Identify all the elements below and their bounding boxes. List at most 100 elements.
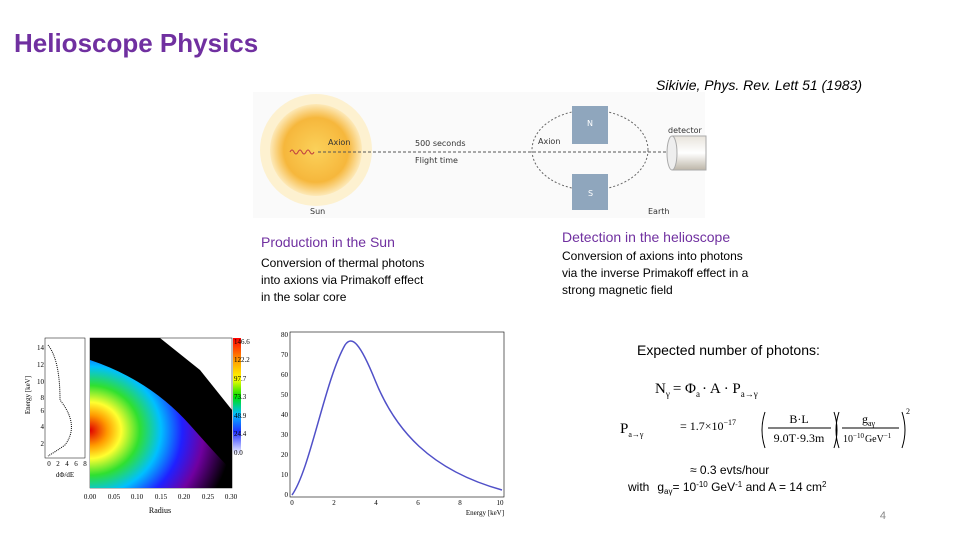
tick-label: 8 (83, 460, 87, 468)
diagram-label: Flight time (415, 156, 458, 165)
tick-label: 10 (37, 378, 45, 386)
tick-label: 0 (285, 491, 289, 499)
tick-label: 0.20 (178, 493, 191, 501)
diagram-label: 500 seconds (415, 139, 466, 148)
text-part: N (655, 381, 666, 397)
slide-title: Helioscope Physics (14, 28, 258, 58)
heatmap-blob (90, 360, 232, 488)
text-part: GeV (708, 480, 735, 494)
tick-label: 8 (458, 499, 462, 507)
text-part: a (696, 389, 700, 399)
tick-label: 0.25 (202, 493, 215, 501)
text-line: into axions via Primakoff effect (261, 273, 424, 287)
tick-label: 4 (41, 423, 45, 431)
plot-frame (289, 331, 505, 498)
diagram-label: S (588, 189, 593, 198)
tick-label: 0.05 (108, 493, 121, 501)
text-line: Conversion of axions into photons (562, 249, 743, 263)
diagram-label: Axion (538, 137, 560, 146)
text-part: γ (665, 389, 670, 399)
formula-coef: = 1.7×10−17 (680, 418, 736, 433)
detector (671, 135, 707, 171)
detector-end (666, 135, 678, 171)
detection-heading: Detection in the helioscope (562, 229, 730, 245)
text-part: -1 (735, 480, 743, 489)
text-line: Conversion of thermal photons (261, 256, 424, 270)
formula-num: gaγ (862, 412, 876, 428)
production-heading: Production in the Sun (261, 234, 395, 250)
formula-den: 9.0T·9.3m (774, 431, 825, 445)
text-part: and A = 14 cm (742, 480, 822, 494)
diagram-label: Earth (648, 207, 669, 216)
production-text: Conversion of thermal photons into axion… (261, 256, 424, 304)
tick-label: 14 (37, 344, 45, 352)
tick-label: 80 (281, 331, 289, 339)
text-part: P (620, 421, 628, 437)
photon-wave (289, 149, 315, 155)
diagram-label: Axion (328, 138, 350, 147)
text-part: g (657, 480, 664, 494)
inset-ticks: 0 2 4 6 8 dΦ/dE (47, 460, 87, 479)
tick-label: 40 (281, 411, 289, 419)
tick-label: 6 (74, 460, 78, 468)
tick-label: 6 (416, 499, 420, 507)
tick-label: 0.0 (234, 449, 243, 457)
tick-label: 0 (47, 460, 51, 468)
formula-lhs: Pa→γ (620, 421, 644, 439)
axis-label: Radius (149, 506, 171, 515)
axis-label: dΦ/dE (56, 471, 74, 479)
text-part: a→γ (741, 389, 758, 399)
x-ticks: 0 2 4 6 8 10 Energy [keV] (290, 499, 504, 517)
with-line: with gaγ= 10-10 GeV-1 and A = 14 cm2 (627, 480, 827, 496)
axis-label: Energy [keV] (466, 509, 504, 517)
text-line: via the inverse Primakoff effect in a (562, 266, 749, 280)
tick-label: 73.3 (234, 393, 247, 401)
text-part: −1 (884, 432, 892, 440)
tick-label: 48.9 (234, 412, 247, 420)
tick-label: 4 (374, 499, 378, 507)
text-part: = 10 (672, 480, 696, 494)
tick-label: 6 (41, 407, 45, 415)
tick-label: 146.6 (234, 338, 250, 346)
brackets (761, 411, 906, 449)
text-part: 2 (822, 480, 827, 489)
spectrum-figure: 80 70 60 50 40 30 20 10 0 0 2 4 6 8 10 E… (281, 331, 505, 517)
text-part: GeV (865, 434, 885, 445)
tick-label: 122.2 (234, 356, 250, 364)
formula-den: 10−10GeV−1 (843, 432, 892, 445)
tick-label: 0.15 (155, 493, 168, 501)
formula-n: Nγ = Φa · A · Pa→γ (655, 381, 758, 399)
text-part: −17 (724, 418, 737, 427)
diagram-label: Sun (310, 207, 325, 216)
colorbar (233, 338, 241, 455)
magnet-north (572, 106, 608, 144)
inset-frame (44, 337, 86, 459)
tick-label: 60 (281, 371, 289, 379)
text-part: 10 (843, 434, 853, 445)
text-part: -10 (696, 480, 708, 489)
formula-p: Pa→γ = 1.7×10−17 B·L 9.0T·9.3m gaγ 10−10… (620, 407, 910, 449)
text-part: a→γ (628, 430, 644, 439)
text-line: strong magnetic field (562, 283, 673, 297)
helioscope-diagram: Axion 500 seconds Flight time Sun N S Ax… (253, 92, 707, 218)
inset-curve (47, 344, 72, 457)
page-number: 4 (880, 510, 886, 522)
tick-label: 70 (281, 351, 289, 359)
reference: Sikivie, Phys. Rev. Lett 51 (1983) (656, 77, 862, 93)
magnet-south (572, 174, 608, 210)
tick-label: 2 (41, 440, 45, 448)
text-part: = 1.7×10 (680, 419, 724, 433)
text-part: g (862, 412, 868, 426)
tick-label: 2 (56, 460, 60, 468)
formula-num: B·L (789, 412, 808, 426)
text-part: = Φ (673, 381, 696, 397)
tick-label: 0.30 (225, 493, 238, 501)
tick-label: 4 (65, 460, 69, 468)
tick-label: 97.7 (234, 375, 247, 383)
colorbar-ticks: 146.6 122.2 97.7 73.3 48.9 24.4 0.0 (234, 338, 250, 457)
text-part: · A · P (702, 381, 741, 397)
tick-label: 10 (281, 471, 289, 479)
tick-label: 10 (497, 499, 505, 507)
tick-label: 0 (290, 499, 294, 507)
